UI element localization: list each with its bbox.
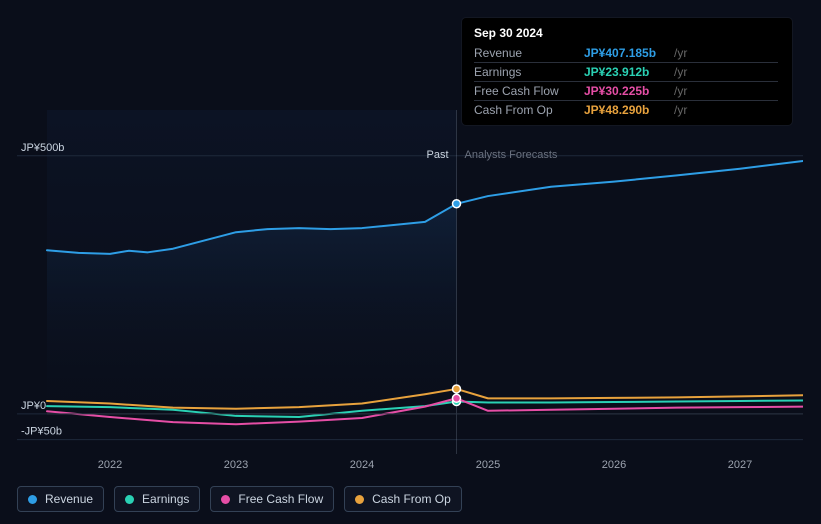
chart-tooltip: Sep 30 2024 RevenueJP¥407.185b/yrEarning…	[462, 18, 792, 125]
svg-text:2027: 2027	[728, 459, 752, 470]
tooltip-row-unit: /yr	[674, 82, 778, 101]
legend-dot-icon	[125, 495, 134, 504]
tooltip-row-value: JP¥48.290b	[584, 101, 674, 120]
legend-dot-icon	[221, 495, 230, 504]
legend-item-label: Revenue	[45, 492, 93, 506]
legend-item-cfo[interactable]: Cash From Op	[344, 486, 462, 512]
svg-text:2024: 2024	[350, 459, 374, 470]
legend-item-revenue[interactable]: Revenue	[17, 486, 104, 512]
legend-dot-icon	[28, 495, 37, 504]
svg-text:-JP¥50b: -JP¥50b	[21, 426, 62, 438]
tooltip-row-label: Revenue	[474, 44, 584, 63]
svg-text:2026: 2026	[602, 459, 626, 470]
tooltip-row-label: Earnings	[474, 63, 584, 82]
legend-item-label: Earnings	[142, 492, 189, 506]
tooltip-row: EarningsJP¥23.912b/yr	[474, 63, 778, 82]
tooltip-row: Free Cash FlowJP¥30.225b/yr	[474, 82, 778, 101]
legend-item-fcf[interactable]: Free Cash Flow	[210, 486, 334, 512]
tooltip-row-label: Free Cash Flow	[474, 82, 584, 101]
tooltip-table: RevenueJP¥407.185b/yrEarningsJP¥23.912b/…	[474, 44, 778, 119]
chart-legend: Revenue Earnings Free Cash Flow Cash From O…	[17, 486, 462, 512]
chart-container: JP¥500b JP¥0 -JP¥50b 2022 2023 2024 2025 2026 20…	[0, 0, 821, 524]
tooltip-row: Cash From OpJP¥48.290b/yr	[474, 101, 778, 120]
svg-text:Analysts Forecasts: Analysts Forecasts	[465, 149, 558, 161]
svg-text:Past: Past	[426, 149, 448, 161]
legend-dot-icon	[355, 495, 364, 504]
svg-text:2022: 2022	[98, 459, 122, 470]
legend-item-label: Free Cash Flow	[238, 492, 323, 506]
svg-text:JP¥0: JP¥0	[21, 400, 46, 412]
tooltip-row-unit: /yr	[674, 63, 778, 82]
tooltip-row-value: JP¥407.185b	[584, 44, 674, 63]
tooltip-row: RevenueJP¥407.185b/yr	[474, 44, 778, 63]
svg-text:2023: 2023	[224, 459, 248, 470]
legend-item-label: Cash From Op	[372, 492, 451, 506]
tooltip-row-value: JP¥23.912b	[584, 63, 674, 82]
tooltip-row-label: Cash From Op	[474, 101, 584, 120]
tooltip-row-unit: /yr	[674, 44, 778, 63]
tooltip-row-value: JP¥30.225b	[584, 82, 674, 101]
tooltip-row-unit: /yr	[674, 101, 778, 120]
tooltip-date: Sep 30 2024	[474, 26, 778, 40]
svg-text:JP¥500b: JP¥500b	[21, 142, 64, 154]
legend-item-earnings[interactable]: Earnings	[114, 486, 200, 512]
svg-text:2025: 2025	[476, 459, 500, 470]
